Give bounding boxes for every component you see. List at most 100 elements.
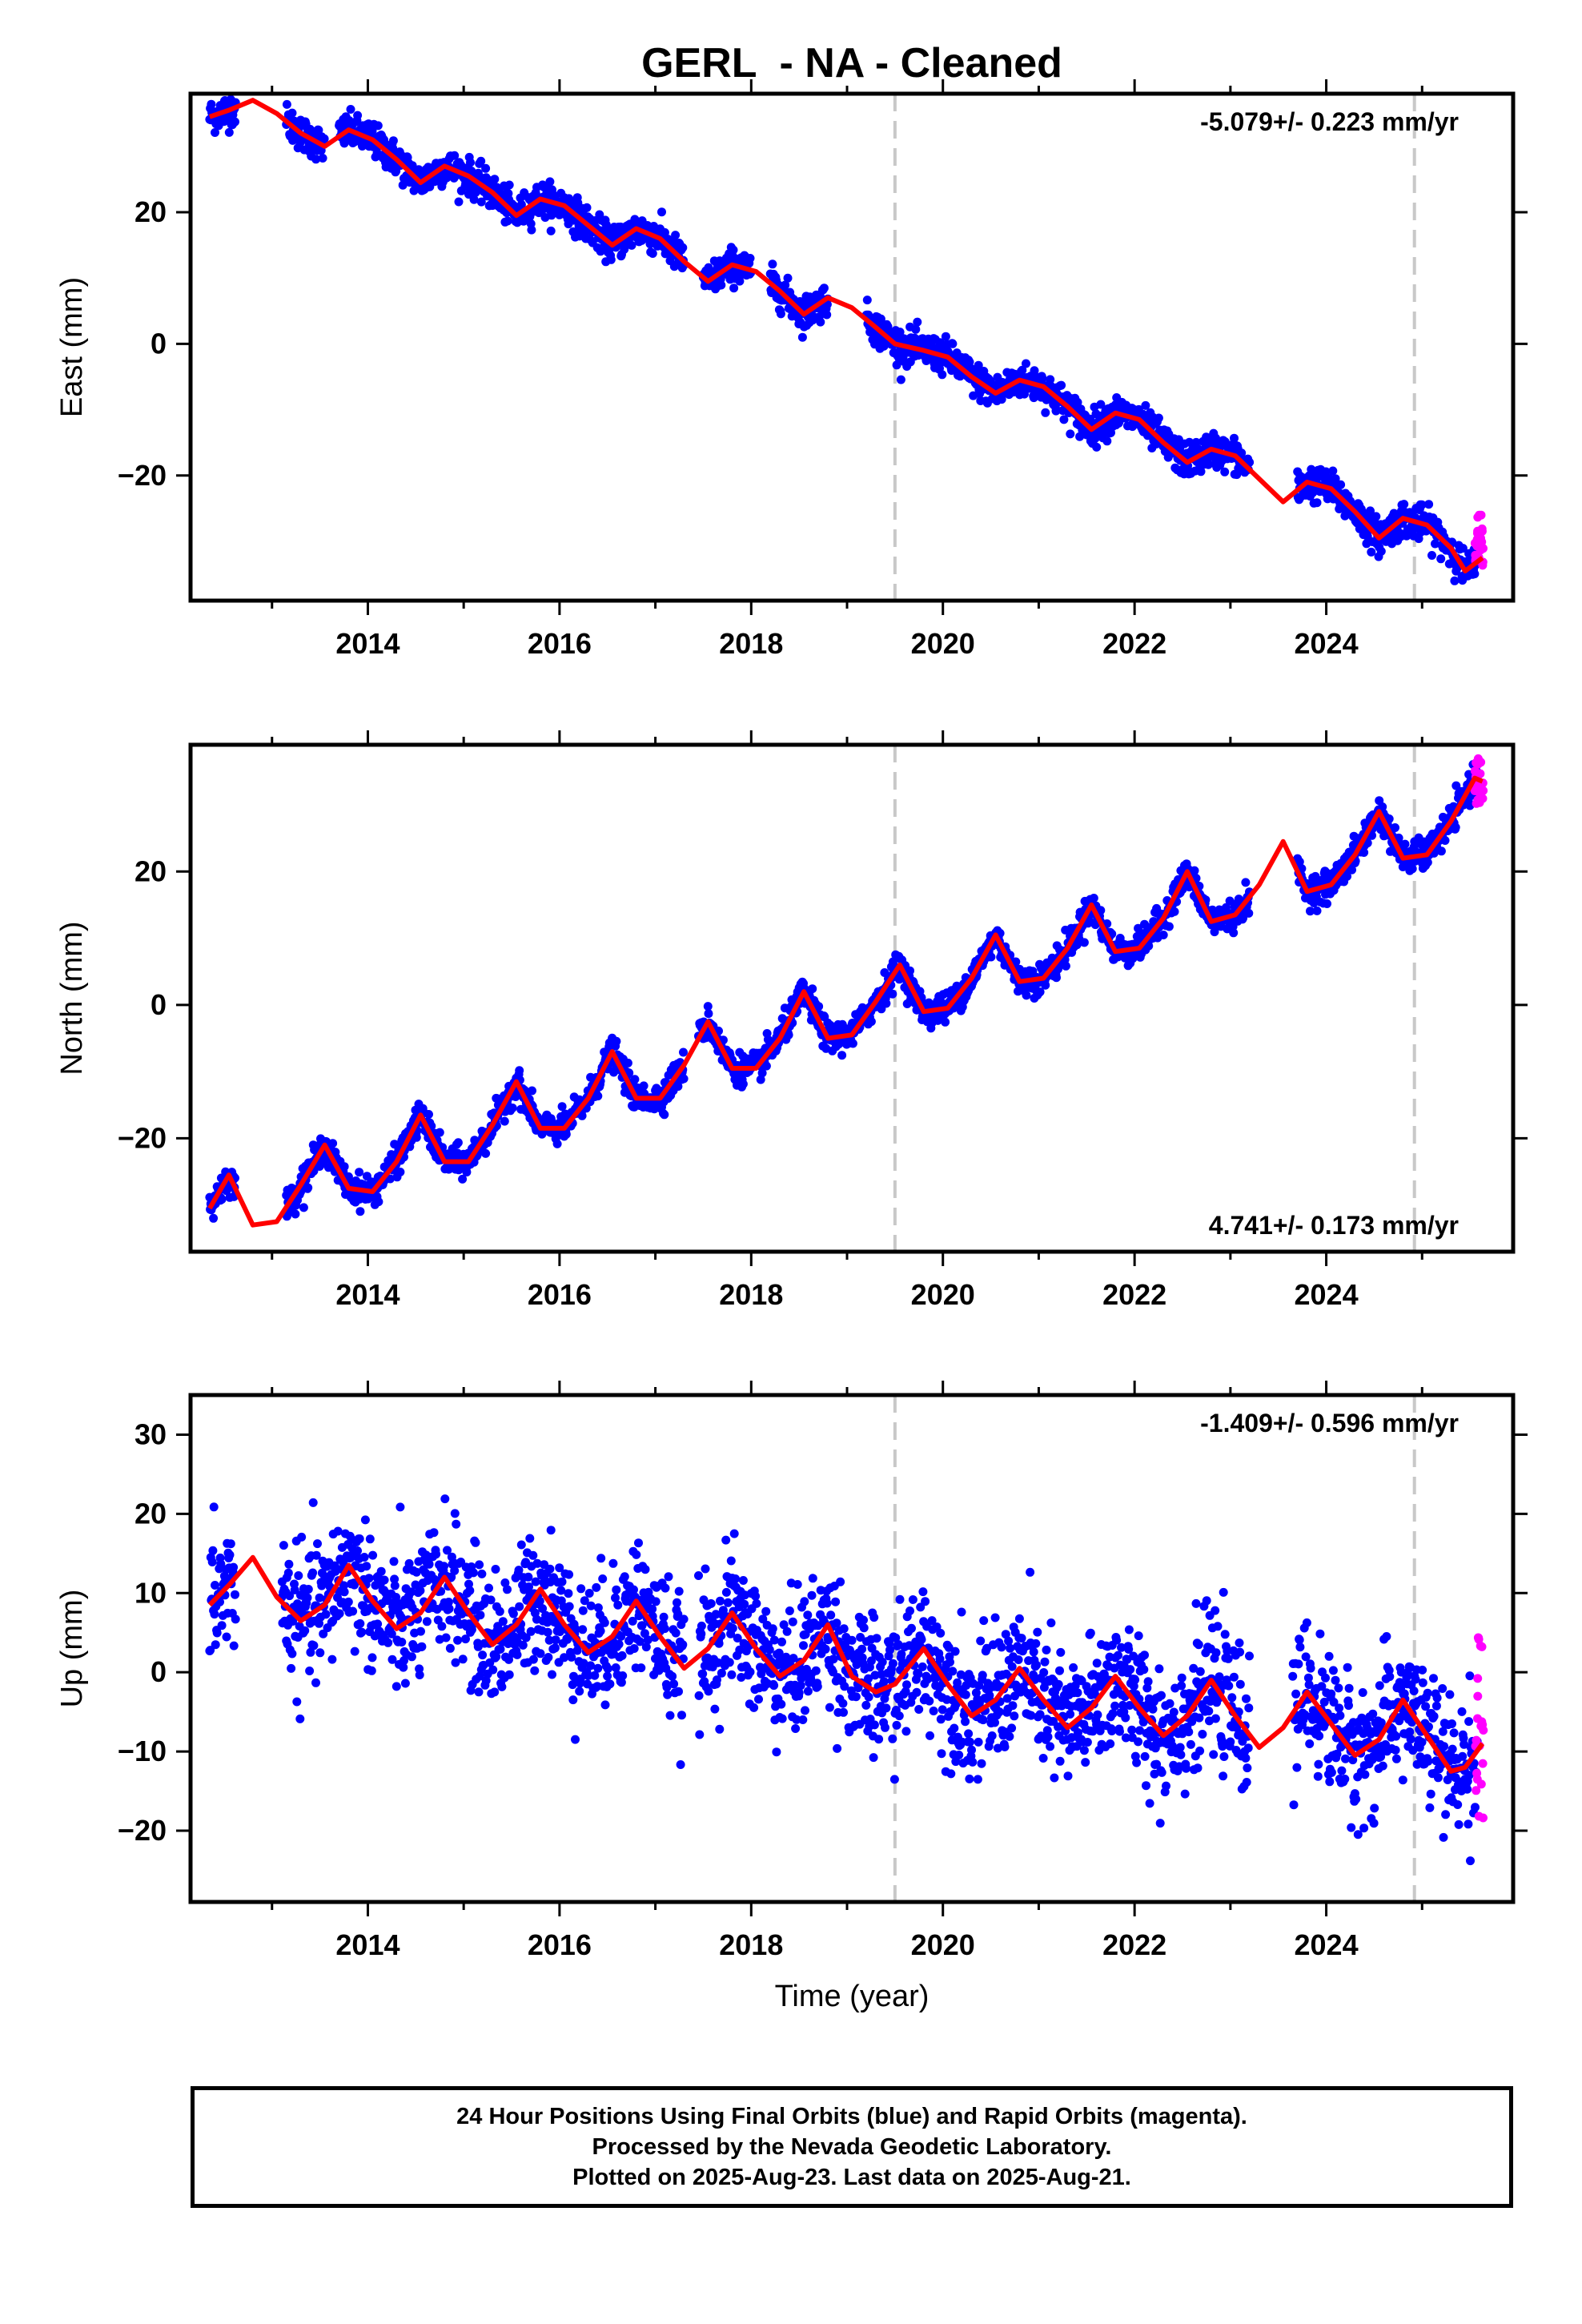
data-point [518, 1640, 528, 1650]
data-point [211, 128, 219, 137]
data-point [217, 1621, 227, 1630]
data-point [388, 136, 398, 146]
data-point [231, 117, 239, 127]
data-point [1427, 551, 1436, 560]
data-point [288, 1617, 298, 1626]
data-point [287, 108, 297, 118]
data-point [396, 1502, 405, 1512]
up-final-orbit-points [205, 1494, 1482, 1866]
data-point [343, 1597, 353, 1606]
data-point [1041, 980, 1050, 990]
data-point [876, 314, 885, 324]
data-point [1144, 941, 1154, 951]
data-point [548, 1670, 556, 1679]
data-point [364, 1574, 374, 1583]
data-point [367, 1653, 377, 1663]
data-point [383, 1638, 393, 1647]
data-point [551, 1635, 560, 1645]
y-tick-label: −20 [118, 1121, 167, 1154]
data-point [208, 1546, 218, 1555]
data-point [350, 1647, 359, 1656]
data-point [391, 1682, 401, 1691]
data-point [515, 1602, 524, 1611]
data-point [492, 1652, 501, 1662]
data-point [627, 240, 636, 250]
data-point [678, 243, 688, 252]
data-point [1336, 480, 1346, 489]
data-point [797, 332, 807, 342]
data-point [353, 1546, 362, 1555]
data-point [564, 1570, 574, 1579]
data-point [822, 310, 832, 320]
data-point [440, 1562, 448, 1571]
data-point [212, 1628, 222, 1638]
north-y-axis-label: North (mm) [55, 921, 89, 1075]
data-point [1230, 433, 1239, 443]
data-point [544, 1653, 553, 1662]
rapid-point [1472, 758, 1481, 767]
data-point [412, 1132, 421, 1142]
data-point [443, 1546, 452, 1555]
data-point [883, 322, 893, 332]
data-point [486, 1595, 496, 1605]
data-point [816, 317, 825, 327]
data-point [1376, 546, 1386, 556]
data-point [339, 1581, 348, 1590]
data-point [768, 259, 777, 269]
data-point [528, 1550, 538, 1560]
data-point [315, 1593, 324, 1602]
data-point [1041, 408, 1050, 417]
rapid-point [1473, 513, 1483, 522]
data-point [365, 1534, 375, 1544]
x-tick-label: 2022 [1102, 627, 1166, 660]
data-point [1244, 908, 1254, 918]
data-point [424, 1110, 433, 1119]
data-point [362, 1562, 371, 1571]
figure-title: GERL - NA - Cleaned [641, 40, 1062, 86]
data-point [474, 1687, 484, 1697]
data-point [444, 1598, 453, 1606]
data-point [837, 1051, 847, 1060]
x-tick-label: 2016 [528, 1278, 592, 1311]
data-point [468, 1568, 478, 1578]
y-tick-label: 0 [151, 327, 167, 360]
data-point [387, 1655, 397, 1664]
data-point [543, 1627, 552, 1637]
data-point [550, 1643, 560, 1653]
data-point [226, 1539, 235, 1549]
data-point [1241, 878, 1251, 887]
data-point [311, 155, 321, 164]
data-point [358, 142, 367, 151]
data-point [639, 1081, 648, 1091]
data-point [1306, 907, 1315, 916]
data-point [284, 1559, 294, 1569]
data-point [1086, 414, 1095, 424]
data-point [373, 1619, 383, 1629]
data-point [593, 1092, 603, 1101]
data-point [437, 1622, 447, 1631]
data-point [287, 1663, 296, 1673]
data-point [1391, 823, 1399, 832]
data-point [679, 1047, 688, 1057]
data-point [515, 1066, 524, 1076]
data-point [1079, 938, 1089, 947]
data-point [475, 1560, 484, 1570]
data-point [333, 1526, 343, 1536]
data-point [1018, 365, 1027, 375]
data-point [936, 339, 946, 348]
y-tick-label: 0 [151, 988, 167, 1021]
data-point [1061, 961, 1070, 971]
data-point [321, 1610, 331, 1619]
data-point [1402, 531, 1411, 541]
data-point [530, 1666, 540, 1675]
data-point [355, 1534, 364, 1543]
data-point [1328, 466, 1338, 476]
data-point [1423, 858, 1432, 867]
data-point [986, 952, 996, 962]
data-point [1038, 374, 1047, 383]
data-point [555, 1563, 564, 1573]
data-point [1321, 467, 1331, 476]
y-tick-label: 20 [135, 195, 167, 228]
east-rate-label: -5.079+/- 0.223 mm/yr [1200, 107, 1459, 136]
